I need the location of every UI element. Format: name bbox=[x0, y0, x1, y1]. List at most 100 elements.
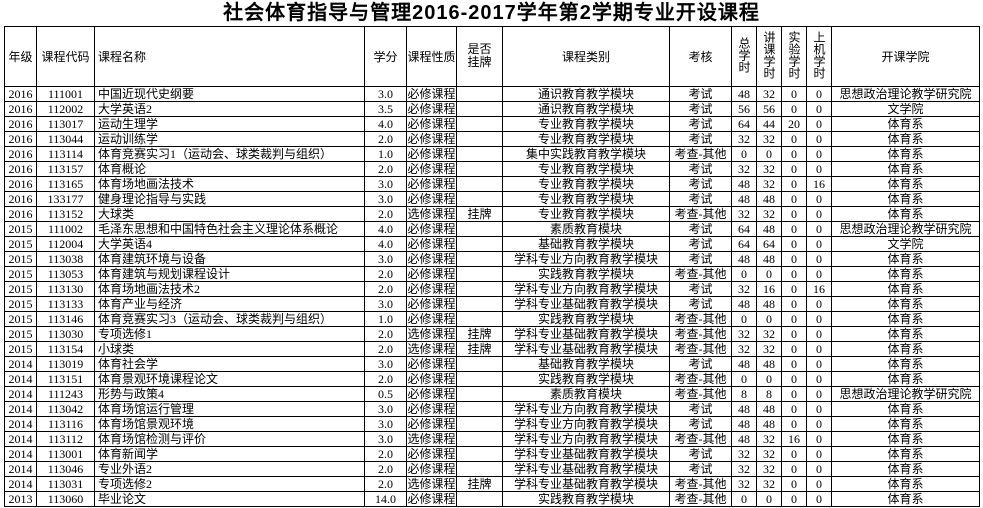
column-header-college: 开课学院 bbox=[831, 26, 980, 87]
cell-lecture_hours: 0 bbox=[756, 146, 782, 162]
cell-total_hours: 56 bbox=[731, 101, 757, 117]
cell-college: 体育系 bbox=[831, 131, 980, 147]
cell-course_category: 实践教育教学模块 bbox=[502, 371, 670, 387]
table-row: 2016 113044 运动训练学 2.0 必修课程 专业教育教学模块 考试 32 32 0 0 体育… bbox=[4, 131, 980, 147]
cell-computer_hours: 16 bbox=[806, 176, 832, 192]
cell-listed bbox=[456, 491, 503, 507]
cell-course_name: 健身理论指导与实践 bbox=[94, 191, 365, 207]
cell-grade: 2016 bbox=[4, 86, 37, 102]
cell-college: 体育系 bbox=[831, 116, 980, 132]
cell-credits: 3.0 bbox=[364, 86, 407, 102]
cell-computer_hours: 0 bbox=[806, 356, 832, 372]
cell-college: 文学院 bbox=[831, 236, 980, 252]
cell-course_name: 毛泽东思想和中国特色社会主义理论体系概论 bbox=[94, 221, 365, 237]
table-row: 2014 111243 形势与政策4 0.5 必修课程 素质教育模块 考查-其他 8 8 0 0 思想… bbox=[4, 386, 980, 402]
cell-assessment: 考试 bbox=[669, 281, 732, 297]
cell-lecture_hours: 0 bbox=[756, 266, 782, 282]
cell-experiment_hours: 0 bbox=[781, 341, 807, 357]
cell-course_nature: 必修课程 bbox=[406, 311, 457, 327]
cell-credits: 1.0 bbox=[364, 311, 407, 327]
cell-course_nature: 必修课程 bbox=[406, 116, 457, 132]
cell-lecture_hours: 32 bbox=[756, 161, 782, 177]
cell-course_name: 专项选修1 bbox=[94, 326, 365, 342]
course-table: 年级 课程代码 课程名称 学分 课程性质 是否挂牌 课程类别 考核 总学时 讲课学时 实验学时 上机学… bbox=[4, 26, 980, 507]
cell-credits: 2.0 bbox=[364, 341, 407, 357]
cell-course_code: 113165 bbox=[36, 176, 95, 192]
cell-course_nature: 必修课程 bbox=[406, 296, 457, 312]
cell-lecture_hours: 48 bbox=[756, 251, 782, 267]
cell-course_category: 实践教育教学模块 bbox=[502, 311, 670, 327]
table-row: 2014 113001 体育新闻学 2.0 必修课程 学科专业基础教育教学模块 考试 32 32… bbox=[4, 446, 980, 462]
column-header-label: 年级 bbox=[8, 50, 33, 64]
cell-credits: 2.0 bbox=[364, 206, 407, 222]
cell-credits: 2.0 bbox=[364, 161, 407, 177]
cell-total_hours: 32 bbox=[731, 476, 757, 492]
cell-grade: 2016 bbox=[4, 131, 37, 147]
cell-credits: 3.0 bbox=[364, 401, 407, 417]
cell-credits: 2.0 bbox=[364, 371, 407, 387]
cell-credits: 0.5 bbox=[364, 386, 407, 402]
column-header-label: 课程代码 bbox=[41, 50, 90, 64]
cell-listed bbox=[456, 311, 503, 327]
cell-experiment_hours: 0 bbox=[781, 416, 807, 432]
cell-grade: 2015 bbox=[4, 251, 37, 267]
cell-college: 文学院 bbox=[831, 101, 980, 117]
cell-computer_hours: 0 bbox=[806, 206, 832, 222]
column-header-listed: 是否挂牌 bbox=[456, 26, 503, 87]
table-row: 2015 112004 大学英语4 4.0 必修课程 基础教育教学模块 考试 64 64 0 0 文学… bbox=[4, 236, 980, 252]
cell-experiment_hours: 0 bbox=[781, 461, 807, 477]
cell-grade: 2016 bbox=[4, 176, 37, 192]
cell-course_name: 体育新闻学 bbox=[94, 446, 365, 462]
table-row: 2015 111002 毛泽东思想和中国特色社会主义理论体系概论 4.0 必修课程 素质教… bbox=[4, 221, 980, 237]
cell-course_category: 学科专业方向教育教学模块 bbox=[502, 401, 670, 417]
cell-course_code: 113112 bbox=[36, 431, 95, 447]
column-header-course_nature: 课程性质 bbox=[406, 26, 457, 87]
cell-grade: 2015 bbox=[4, 221, 37, 237]
cell-assessment: 考试 bbox=[669, 176, 732, 192]
cell-course_category: 学科专业基础教育教学模块 bbox=[502, 476, 670, 492]
cell-assessment: 考试 bbox=[669, 221, 732, 237]
cell-experiment_hours: 0 bbox=[781, 476, 807, 492]
table-row: 2016 113152 大球类 2.0 选修课程 挂牌 专业教育教学模块 考查-其他 32 32 0… bbox=[4, 206, 980, 222]
cell-grade: 2016 bbox=[4, 206, 37, 222]
cell-experiment_hours: 0 bbox=[781, 86, 807, 102]
cell-course_nature: 必修课程 bbox=[406, 101, 457, 117]
cell-college: 体育系 bbox=[831, 311, 980, 327]
cell-course_code: 113046 bbox=[36, 461, 95, 477]
cell-course_nature: 选修课程 bbox=[406, 476, 457, 492]
cell-credits: 3.0 bbox=[364, 191, 407, 207]
cell-experiment_hours: 0 bbox=[781, 446, 807, 462]
cell-assessment: 考查-其他 bbox=[669, 476, 732, 492]
cell-course_nature: 必修课程 bbox=[406, 161, 457, 177]
cell-course_nature: 必修课程 bbox=[406, 176, 457, 192]
cell-grade: 2015 bbox=[4, 236, 37, 252]
cell-listed: 挂牌 bbox=[456, 326, 503, 342]
cell-credits: 2.0 bbox=[364, 281, 407, 297]
cell-course_category: 专业教育教学模块 bbox=[502, 161, 670, 177]
cell-course_name: 体育社会学 bbox=[94, 356, 365, 372]
cell-total_hours: 8 bbox=[731, 386, 757, 402]
column-header-course_category: 课程类别 bbox=[502, 26, 670, 87]
cell-experiment_hours: 0 bbox=[781, 311, 807, 327]
cell-course_code: 113017 bbox=[36, 116, 95, 132]
cell-course_name: 运动生理学 bbox=[94, 116, 365, 132]
cell-experiment_hours: 0 bbox=[781, 101, 807, 117]
cell-computer_hours: 0 bbox=[806, 341, 832, 357]
cell-course_name: 体育竞赛实习1（运动会、球类裁判与组织） bbox=[94, 146, 365, 162]
cell-computer_hours: 0 bbox=[806, 311, 832, 327]
cell-credits: 3.0 bbox=[364, 176, 407, 192]
cell-listed bbox=[456, 161, 503, 177]
cell-lecture_hours: 56 bbox=[756, 101, 782, 117]
cell-grade: 2014 bbox=[4, 461, 37, 477]
cell-assessment: 考查-其他 bbox=[669, 341, 732, 357]
cell-computer_hours: 0 bbox=[806, 101, 832, 117]
cell-college: 体育系 bbox=[831, 266, 980, 282]
cell-experiment_hours: 0 bbox=[781, 251, 807, 267]
cell-course_name: 体育竞赛实习3（运动会、球类裁判与组织） bbox=[94, 311, 365, 327]
cell-college: 体育系 bbox=[831, 251, 980, 267]
cell-experiment_hours: 0 bbox=[781, 161, 807, 177]
cell-total_hours: 0 bbox=[731, 491, 757, 507]
cell-credits: 2.0 bbox=[364, 446, 407, 462]
table-row: 2014 113046 专业外语2 2.0 必修课程 学科专业基础教育教学模块 考试 32 32… bbox=[4, 461, 980, 477]
